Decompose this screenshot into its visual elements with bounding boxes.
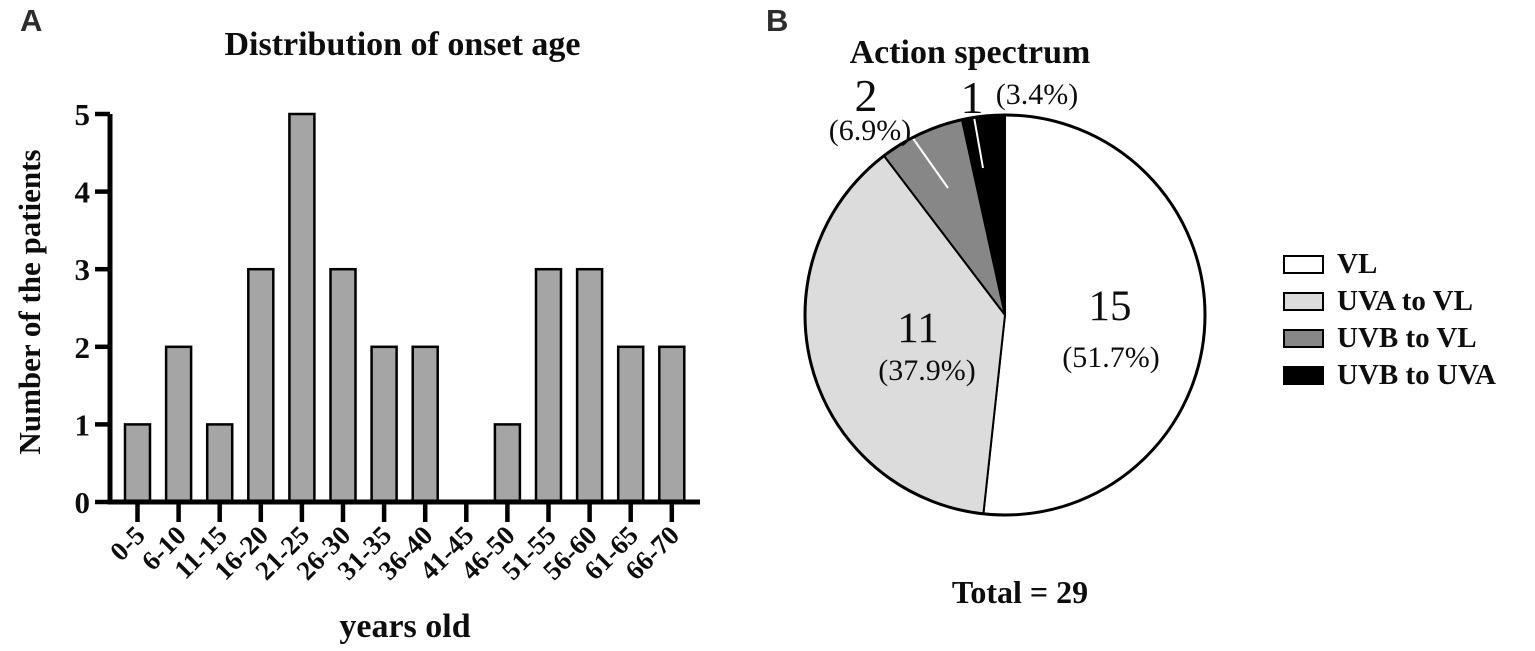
legend-row-VL: VL xyxy=(1283,246,1496,283)
legend-row-UVB-to-UVA: UVB to UVA xyxy=(1283,357,1496,394)
panel-a-letter: A xyxy=(20,3,43,38)
y-tick-label: 5 xyxy=(75,97,91,132)
bar-6-10 xyxy=(164,345,193,504)
bar-11-15 xyxy=(205,423,234,504)
bar-46-50 xyxy=(493,423,522,504)
bar-31-35 xyxy=(370,345,398,504)
y-tick-label: 3 xyxy=(75,252,91,287)
y-tick-label: 2 xyxy=(75,330,91,365)
slice-pct-label: (37.9%) xyxy=(878,354,975,387)
panel-b-letter: B xyxy=(766,3,789,38)
bar-16-20 xyxy=(247,267,275,504)
legend-swatch xyxy=(1283,366,1324,385)
slice-pct-label: (51.7%) xyxy=(1062,341,1159,374)
legend-swatch xyxy=(1283,292,1324,311)
slice-pct-label: (6.9%) xyxy=(829,114,911,147)
pie-legend: VL UVA to VL UVB to VL UVB to UVA xyxy=(1283,246,1496,394)
bar-66-70 xyxy=(658,345,686,504)
slice-value-label: 1 xyxy=(961,72,984,123)
legend-label: UVB to VL xyxy=(1337,322,1477,354)
legend-label: VL xyxy=(1337,248,1378,280)
slice-value-label: 2 xyxy=(855,70,878,121)
y-tick-label: 1 xyxy=(75,407,91,442)
legend-label: UVA to VL xyxy=(1337,285,1473,317)
legend-row-UVB-to-VL: UVB to VL xyxy=(1283,320,1496,357)
bar-chart-title: Distribution of onset age xyxy=(224,26,581,63)
bar-51-55 xyxy=(534,267,563,504)
leader-line xyxy=(973,116,984,169)
pie-total-label: Total = 29 xyxy=(951,574,1089,610)
pie-chart-title: Action spectrum xyxy=(849,34,1091,71)
bar-56-60 xyxy=(575,267,604,504)
legend-row-UVA-to-VL: UVA to VL xyxy=(1283,283,1496,320)
legend-swatch xyxy=(1283,255,1324,274)
legend-label: UVB to UVA xyxy=(1337,359,1496,391)
bar-21-25 xyxy=(288,112,316,504)
slice-value-label: 11 xyxy=(897,305,938,352)
pie-chart-svg: 15 (51.7%) 11(37.9%) 2(6.9%) 1 (3.4%) xyxy=(803,70,1207,517)
y-tick-label: 4 xyxy=(75,175,91,210)
bar-26-30 xyxy=(329,267,357,504)
bar-chart-x-axis-label: years old xyxy=(339,608,471,645)
pie-outline xyxy=(803,113,1207,517)
bar-chart-svg: 0123450-56-1011-1516-2021-2526-3031-3536… xyxy=(75,97,700,586)
bar-61-65 xyxy=(616,345,645,504)
slice-value-label: 15 xyxy=(1089,283,1132,330)
slice-pct-label: (3.4%) xyxy=(996,78,1078,111)
legend-swatch xyxy=(1283,329,1324,348)
y-tick-label: 0 xyxy=(75,485,91,520)
bar-0-5 xyxy=(123,423,152,504)
bar-36-40 xyxy=(411,345,439,504)
leader-line xyxy=(911,136,949,189)
